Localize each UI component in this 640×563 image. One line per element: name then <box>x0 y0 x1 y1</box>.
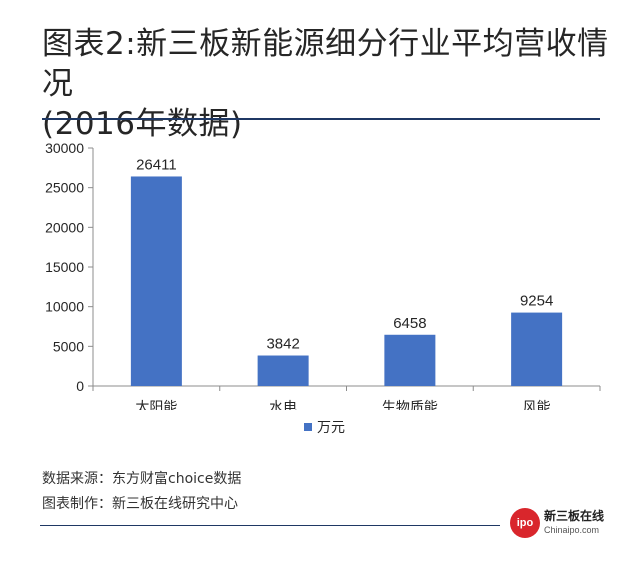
footer-divider <box>40 525 500 526</box>
ipo-logo-icon: ipo <box>510 508 540 538</box>
data-label: 3842 <box>266 336 299 353</box>
y-tick-label: 25000 <box>45 180 84 196</box>
data-label: 26411 <box>136 156 177 173</box>
bar-2 <box>257 355 309 386</box>
chart-credit-note: 图表制作：新三板在线研究中心 <box>42 496 238 512</box>
data-label: 9254 <box>520 293 553 310</box>
title-divider <box>42 118 600 120</box>
bar-4 <box>511 312 563 386</box>
y-tick-label: 5000 <box>53 338 84 354</box>
y-tick-label: 15000 <box>45 259 84 275</box>
chart-title-line-1: 图表2:新三板新能源细分行业平均营收情况 <box>42 26 609 102</box>
legend-label: 万元 <box>317 420 345 436</box>
bar-3 <box>384 334 436 386</box>
x-tick-label: 风能 <box>523 400 551 410</box>
data-source-note: 数据来源：东方财富choice数据 <box>42 471 242 487</box>
chart-title-line-2: (2016年数据) <box>42 106 243 142</box>
x-tick-label: 生物质能 <box>382 400 438 410</box>
bar-chart: 0 5000 10000 15000 20000 25000 30000 26411 太阳能 38… <box>45 140 601 410</box>
logo-name: 新三板在线 <box>544 509 605 523</box>
y-tick-label: 30000 <box>45 140 84 156</box>
x-tick-label: 太阳能 <box>135 400 177 410</box>
x-tick-label: 水电 <box>269 400 297 410</box>
brand-logo: ipo 新三板在线 Chinaipo.com <box>510 508 604 538</box>
y-tick-label: 10000 <box>45 299 84 315</box>
chart-title: 图表2:新三板新能源细分行业平均营收情况 (2016年数据) <box>42 24 622 144</box>
legend: 万元 <box>304 417 345 437</box>
logo-domain: Chinaipo.com <box>544 525 600 535</box>
data-label: 6458 <box>393 315 426 332</box>
y-tick-label: 20000 <box>45 219 84 235</box>
y-tick-label: 0 <box>76 378 84 394</box>
bar-1 <box>130 176 182 386</box>
legend-swatch <box>304 423 312 431</box>
